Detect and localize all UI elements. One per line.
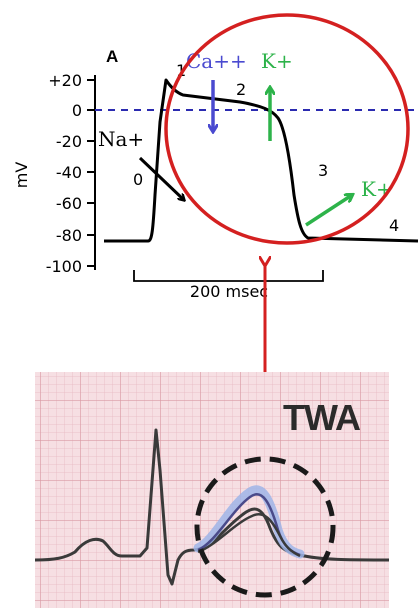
sodium-influx-arrow: [138, 156, 184, 200]
time-scale-label: 200 msec: [190, 282, 268, 301]
y-axis-ticks: [87, 79, 95, 267]
phase-3-label: 3: [318, 161, 328, 180]
tick-label: -40: [56, 163, 82, 182]
twa-label: TWA: [283, 397, 361, 438]
tick-label: -60: [56, 194, 82, 213]
twa-beat-b: [197, 513, 301, 558]
tick-label: 0: [72, 101, 82, 120]
ecg-panel: TWA: [34, 372, 390, 608]
phase-4-label: 4: [389, 216, 399, 235]
action-potential-panel: A +20 0 -20 -40 -60 -80 -100 mV 0 1: [12, 13, 419, 301]
tick-label: -100: [46, 257, 82, 276]
ecg-grid: [35, 372, 389, 608]
sodium-ion-label: Na+: [98, 127, 144, 151]
y-axis-unit: mV: [12, 162, 31, 189]
action-potential-trace: [104, 78, 419, 243]
y-tick-labels: +20 0 -20 -40 -60 -80 -100: [46, 71, 82, 276]
tick-label: +20: [48, 71, 82, 90]
panel-label: A: [106, 47, 118, 66]
potassium-repolarization-label: K+: [361, 177, 393, 201]
tick-label: -20: [56, 132, 82, 151]
time-scale-bar: [133, 270, 324, 282]
phase-2-label: 2: [236, 80, 246, 99]
twa-dashed-circle: [194, 456, 336, 598]
tick-label: -80: [56, 226, 82, 245]
potassium-plateau-label: K+: [261, 49, 293, 73]
phase-0-label: 0: [133, 170, 143, 189]
potassium-repolarization-arrow: [305, 195, 352, 227]
highlight-circle: [164, 13, 410, 245]
